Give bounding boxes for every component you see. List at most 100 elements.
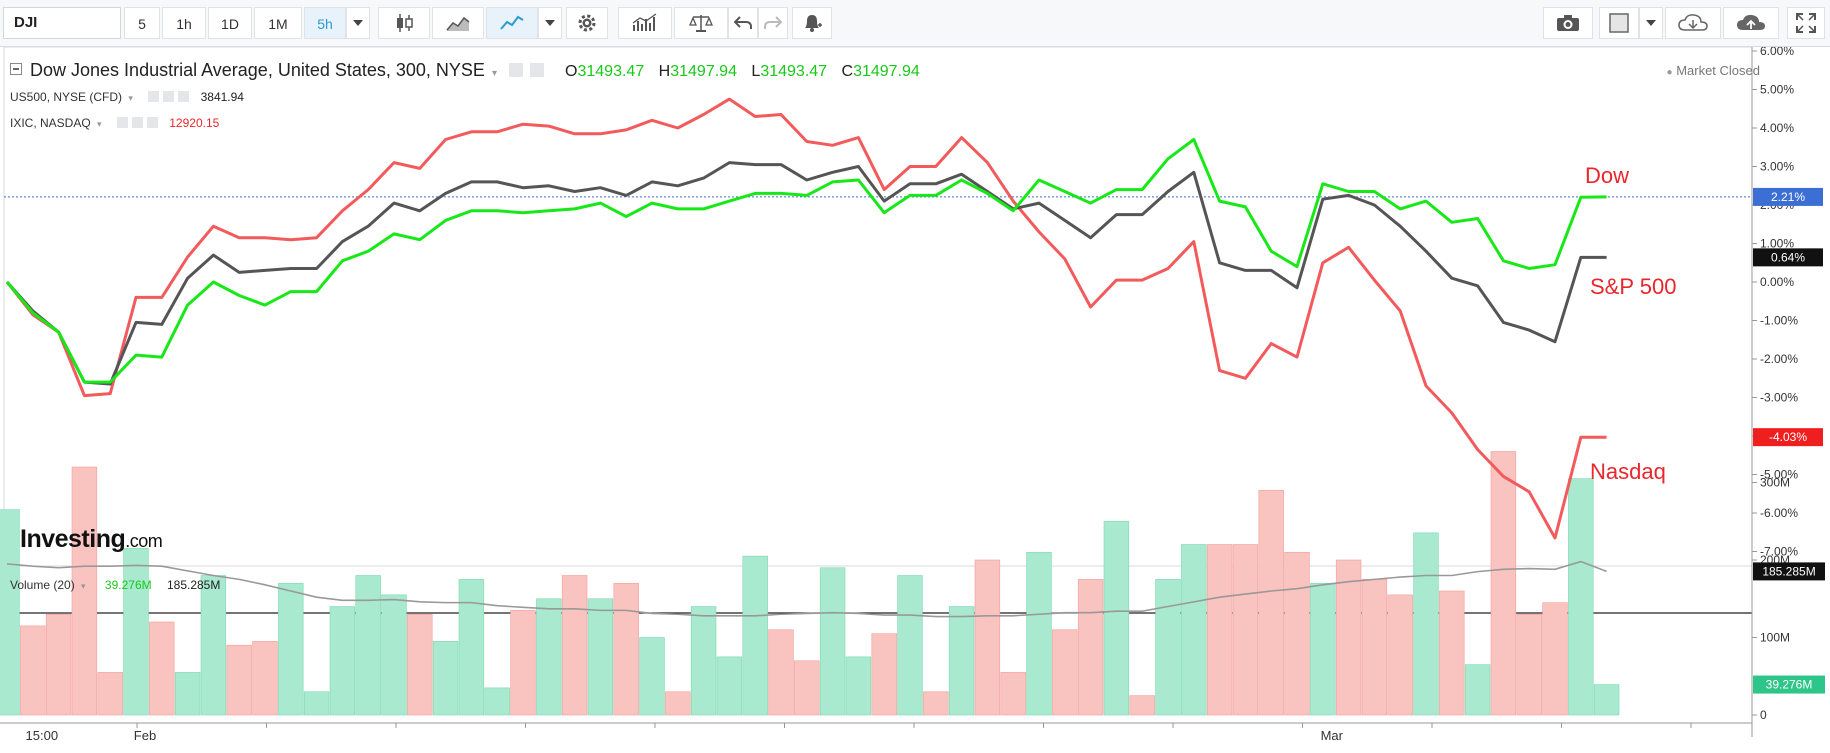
chevron-down-icon (1646, 20, 1656, 26)
volume-bar (0, 509, 20, 716)
volume-bar (536, 598, 562, 716)
volume-bar (639, 637, 665, 716)
visibility-toggle-icon[interactable] (509, 63, 523, 77)
price-axis-tick-label: -7.00% (1760, 545, 1798, 559)
fullscreen-button[interactable] (1787, 7, 1825, 39)
price-axis-tick-label: 3.00% (1760, 160, 1794, 174)
visibility-toggle-icon[interactable] (148, 91, 160, 102)
symbol-input[interactable]: DJI (3, 7, 121, 39)
volume-bar (1052, 629, 1078, 716)
save-chart-button[interactable] (1723, 7, 1779, 39)
volume-bar (432, 641, 459, 716)
visibility-toggle-icon[interactable] (116, 117, 128, 128)
undo-button[interactable] (728, 7, 758, 39)
background-color-button[interactable] (1599, 7, 1639, 39)
volume-bar (20, 625, 46, 716)
volume-bar (1129, 695, 1155, 716)
volume-bar (71, 466, 98, 716)
volume-bar (1568, 478, 1594, 716)
volume-bar (1542, 602, 1568, 716)
interval-1d-button[interactable]: 1D (208, 7, 252, 39)
price-axis-tick-label: -1.00% (1760, 314, 1798, 328)
volume-bar (845, 656, 872, 716)
volume-axis-tick-label: 0 (1760, 708, 1767, 722)
nasdaq-last-value-tag (1753, 428, 1823, 447)
volume-bar (1258, 489, 1284, 716)
compare-dropdown-icon[interactable]: ▾ (97, 119, 102, 129)
compare-label: IXIC, NASDAQ (10, 116, 91, 130)
volume-bar (1593, 684, 1620, 716)
toolbar: DJI 5 1h 1D 1M 5h (0, 0, 1830, 47)
low-label: L (751, 63, 761, 80)
settings-small-icon[interactable] (530, 63, 545, 77)
interval-dropdown-button[interactable] (346, 7, 370, 39)
interval-5h-button[interactable]: 5h (304, 7, 346, 39)
dow-last-value-tag (1753, 187, 1823, 206)
volume-bar (742, 555, 768, 716)
volume-bar (1413, 532, 1439, 716)
interval-1h-button[interactable]: 1h (162, 7, 206, 39)
settings-small-icon[interactable] (131, 117, 143, 128)
volume-bar (1206, 544, 1233, 716)
volume-bar (1387, 594, 1413, 716)
compare-legend-ixic: IXIC, NASDAQ ▾ 12920.15 (10, 116, 219, 130)
load-chart-button[interactable] (1665, 7, 1721, 39)
price-chart[interactable]: 6.00%5.00%4.00%3.00%2.00%1.00%0.00%-1.00… (0, 47, 1830, 753)
volume-bar (226, 644, 252, 716)
alert-button[interactable] (792, 7, 832, 39)
close-icon[interactable] (146, 117, 158, 128)
volume-ma-line (6, 560, 1607, 618)
sp500-last-value-label: 0.64% (1771, 250, 1805, 264)
volume-bar (665, 691, 691, 716)
volume-dropdown-icon[interactable]: ▾ (81, 581, 86, 591)
area-chart-button[interactable] (432, 7, 484, 39)
compare-button[interactable] (674, 7, 728, 39)
candlestick-chart-button[interactable] (378, 7, 430, 39)
title-dropdown-icon[interactable]: ▾ (491, 68, 497, 79)
volume-value: 39.276M (104, 578, 152, 592)
time-axis-label: 15:00 (26, 728, 59, 743)
open-label: O (565, 63, 578, 80)
chart-type-dropdown-button[interactable] (538, 7, 562, 39)
dow-series-line (5, 138, 1607, 384)
volume-bar (716, 656, 743, 716)
snapshot-button[interactable] (1543, 7, 1593, 39)
dow-annotation: Dow (1585, 163, 1630, 188)
close-value: 31497.94 (853, 63, 920, 80)
volume-bar (974, 559, 1001, 716)
close-icon[interactable] (178, 91, 190, 102)
price-axis-tick-label: -6.00% (1760, 506, 1798, 520)
price-axis-tick-label: 6.00% (1760, 47, 1794, 58)
sp500-last-value-tag (1753, 248, 1823, 267)
interval-5-button[interactable]: 5 (124, 7, 160, 39)
volume-legend: Volume (20) ▾ 39.276M 185.285M (10, 578, 220, 592)
investing-logo: Investing.com (20, 525, 163, 554)
scale-icon (689, 15, 713, 32)
line-chart-button[interactable] (486, 7, 538, 39)
collapse-legend-button[interactable] (10, 63, 22, 75)
settings-button[interactable] (566, 7, 608, 39)
color-dropdown-button[interactable] (1639, 7, 1663, 39)
volume-bar (819, 567, 846, 716)
volume-bar (1335, 559, 1362, 716)
volume-bar (1516, 613, 1542, 716)
compare-dropdown-icon[interactable]: ▾ (128, 93, 133, 103)
main-legend: Dow Jones Industrial Average, United Sta… (10, 60, 920, 81)
market-status: ● Market Closed (1666, 63, 1760, 78)
price-axis-tick-label: -5.00% (1760, 468, 1798, 482)
volume-bar (1310, 582, 1336, 716)
indicators-button[interactable] (618, 7, 672, 39)
settings-small-icon[interactable] (163, 91, 175, 102)
price-axis-tick-label: -2.00% (1760, 352, 1798, 366)
ma-last-value-tag (1753, 562, 1825, 581)
fullscreen-icon (1796, 13, 1816, 33)
volume-title: Volume (20) (10, 578, 75, 592)
volume-bar (1155, 579, 1181, 716)
volume-bar (200, 575, 227, 716)
volume-axis-tick-label: 100M (1760, 631, 1790, 645)
redo-button[interactable] (758, 7, 788, 39)
price-axis-tick-label: -3.00% (1760, 391, 1798, 405)
interval-1m-button[interactable]: 1M (254, 7, 302, 39)
volume-bar (897, 575, 923, 716)
volume-bar (123, 548, 149, 716)
